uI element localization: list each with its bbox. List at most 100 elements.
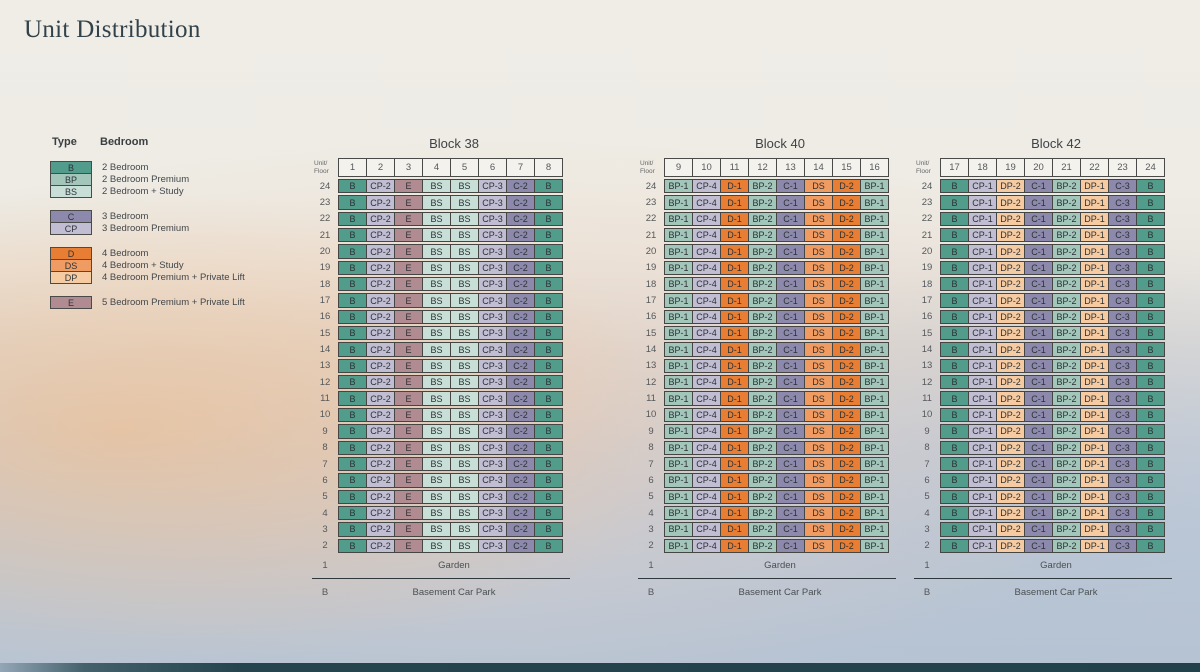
unit-cell: DS [804, 440, 833, 455]
unit-cell: DS [804, 391, 833, 406]
unit-cell: BS [450, 489, 479, 504]
unit-cell: BP-1 [860, 489, 889, 504]
unit-cell: C-3 [1108, 228, 1137, 243]
unit-cell: C-3 [1108, 293, 1137, 308]
unit-cell: BP-2 [1052, 375, 1081, 390]
unit-cell: DS [804, 407, 833, 423]
unit-cell: BP-1 [664, 195, 693, 210]
floor-row: 4 B CP-2 E BS BS CP-3 C-2 B [312, 505, 570, 521]
unit-cell: D-2 [832, 228, 861, 243]
unit-cell: B [338, 424, 367, 439]
unit-cell: D-2 [832, 244, 861, 259]
floor-label: 17 [921, 295, 933, 307]
unit-cell: BP-2 [1052, 293, 1081, 308]
unit-cell: E [394, 293, 423, 308]
unit-cell: B [1136, 277, 1165, 292]
unit-number-header: 3 [394, 158, 423, 177]
unit-cell: E [394, 195, 423, 210]
unit-cell: BP-2 [748, 358, 777, 374]
unit-number-header: 6 [478, 158, 507, 177]
floor-label: 15 [921, 327, 933, 339]
unit-cell: E [394, 326, 423, 341]
floor-label: 21 [645, 229, 657, 241]
unit-cell: CP-3 [478, 407, 507, 423]
floor-row: 20 B CP-2 E BS BS CP-3 C-2 B [312, 244, 570, 259]
unit-cell: DP-2 [996, 456, 1025, 472]
unit-cell: B [534, 505, 563, 521]
unit-cell: CP-3 [478, 293, 507, 308]
unit-number-header: 14 [804, 158, 833, 177]
unit-cell: BP-2 [748, 440, 777, 455]
floor-row: 24 BP-1 CP-4 D-1 BP-2 C-1 DS D-2 BP-1 [638, 179, 896, 194]
unit-cell: CP-1 [968, 375, 997, 390]
unit-cell: CP-2 [366, 342, 395, 357]
unit-cell: DS [804, 489, 833, 504]
unit-cell: C-2 [506, 326, 535, 341]
unit-cell: BP-1 [664, 424, 693, 439]
unit-cell: B [940, 342, 969, 357]
unit-cell: B [940, 195, 969, 210]
unit-cell: B [534, 228, 563, 243]
unit-cell: CP-4 [692, 407, 721, 423]
unit-cell: DP-1 [1080, 473, 1109, 488]
block-title: Block 38 [429, 136, 479, 151]
unit-cell: BS [422, 489, 451, 504]
unit-cell: E [394, 489, 423, 504]
unit-cell: C-2 [506, 244, 535, 259]
unit-number-header: 18 [968, 158, 997, 177]
unit-cell: C-2 [506, 538, 535, 553]
floor-row: 14 B CP-1 DP-2 C-1 BP-2 DP-1 C-3 B [914, 342, 1172, 357]
floor-label: 16 [645, 311, 657, 323]
unit-cell: CP-3 [478, 538, 507, 553]
unit-cell: BP-1 [860, 440, 889, 455]
unit-number-header: 11 [720, 158, 749, 177]
unit-cell: DP-2 [996, 342, 1025, 357]
unit-cell: BP-1 [860, 424, 889, 439]
unit-cell: B [940, 505, 969, 521]
unit-cell: BP-1 [664, 440, 693, 455]
unit-cell: D-1 [720, 293, 749, 308]
unit-cell: CP-4 [692, 277, 721, 292]
unit-cell: C-2 [506, 391, 535, 406]
unit-cell: C-3 [1108, 326, 1137, 341]
unit-cell: E [394, 407, 423, 423]
floor-row: 3 B CP-2 E BS BS CP-3 C-2 B [312, 522, 570, 537]
unit-cell: E [394, 440, 423, 455]
unit-cell: E [394, 309, 423, 325]
unit-cell: C-1 [1024, 326, 1053, 341]
unit-cell: CP-1 [968, 473, 997, 488]
unit-cell: B [1136, 244, 1165, 259]
unit-cell: C-1 [776, 228, 805, 243]
unit-cell: DS [804, 293, 833, 308]
unit-number-header: 20 [1024, 158, 1053, 177]
unit-cell: B [1136, 260, 1165, 276]
unit-cell: CP-3 [478, 244, 507, 259]
unit-cell: BP-2 [1052, 179, 1081, 194]
unit-cell: B [338, 522, 367, 537]
unit-cell: BP-2 [748, 179, 777, 194]
unit-cell: BP-2 [748, 489, 777, 504]
unit-cell: BS [422, 293, 451, 308]
floor-row: 5 B CP-1 DP-2 C-1 BP-2 DP-1 C-3 B [914, 489, 1172, 504]
unit-cell: DP-1 [1080, 440, 1109, 455]
floor-label: 15 [319, 327, 331, 339]
unit-cell: D-2 [832, 456, 861, 472]
unit-number-header: 15 [832, 158, 861, 177]
floor-row: 21 B CP-1 DP-2 C-1 BP-2 DP-1 C-3 B [914, 228, 1172, 243]
unit-cell: C-3 [1108, 522, 1137, 537]
unit-cell: E [394, 228, 423, 243]
floor-row: 18 BP-1 CP-4 D-1 BP-2 C-1 DS D-2 BP-1 [638, 277, 896, 292]
unit-cell: DS [804, 228, 833, 243]
unit-cell: C-2 [506, 424, 535, 439]
floor-row: 15 B CP-1 DP-2 C-1 BP-2 DP-1 C-3 B [914, 326, 1172, 341]
floor-row: 10 B CP-2 E BS BS CP-3 C-2 B [312, 407, 570, 423]
garden-label: Garden [1040, 560, 1072, 572]
unit-cell: D-1 [720, 505, 749, 521]
unit-cell: C-3 [1108, 440, 1137, 455]
legend-label: 4 Bedroom [102, 248, 149, 259]
unit-cell: B [534, 489, 563, 504]
unit-cell: BP-2 [748, 407, 777, 423]
unit-cell: B [940, 309, 969, 325]
unit-cell: BS [450, 407, 479, 423]
unit-cell: BP-1 [664, 293, 693, 308]
